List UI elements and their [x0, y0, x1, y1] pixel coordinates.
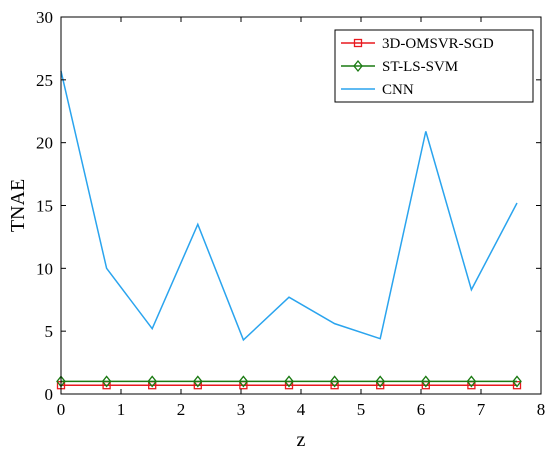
x-tick-label: 0 [57, 400, 66, 419]
y-tick-label: 15 [36, 197, 53, 216]
x-axis-label: z [297, 429, 306, 451]
data-point-diamond [284, 375, 294, 388]
y-tick-label: 25 [36, 71, 53, 90]
legend-label: ST-LS-SVM [382, 59, 458, 75]
legend-label: CNN [382, 82, 414, 98]
x-tick-label: 1 [117, 400, 126, 419]
legend-marker-diamond [353, 59, 363, 73]
x-tick-label: 5 [357, 400, 366, 419]
data-point-diamond [375, 375, 386, 388]
x-tick-label: 4 [297, 400, 306, 419]
y-tick-label: 30 [36, 8, 53, 27]
x-tick-label: 6 [417, 400, 426, 419]
x-tick-label: 3 [237, 400, 246, 419]
data-point-diamond [466, 375, 477, 388]
x-tick-label: 8 [537, 400, 546, 419]
legend: 3D-OMSVR-SGD ST-LS-SVM CNN [334, 29, 534, 103]
series-cnn [60, 70, 518, 342]
series-line-cnn [60, 70, 518, 342]
legend-label: 3D-OMSVR-SGD [382, 36, 494, 52]
legend-marker-square [353, 38, 363, 48]
data-point-diamond [192, 375, 203, 388]
series-3d-omsvr-sgd [56, 381, 522, 390]
y-tick-label: 20 [36, 134, 53, 153]
data-point-diamond [147, 375, 158, 388]
data-point-diamond [329, 375, 340, 388]
data-point-diamond [238, 375, 249, 388]
y-axis-label: TNAE [7, 179, 29, 232]
legend-entry-3d-omsvr-sgd: 3D-OMSVR-SGD [341, 36, 494, 52]
x-tick-label: 2 [177, 400, 186, 419]
axis-ticks: 0 1 2 3 4 5 6 7 8 0 5 10 15 20 25 30 [36, 8, 545, 419]
y-tick-label: 10 [36, 259, 53, 278]
legend-entry-st-ls-svm: ST-LS-SVM [341, 59, 458, 75]
y-tick-label: 5 [45, 322, 54, 341]
data-point-diamond [512, 375, 522, 388]
series-st-ls-svm [56, 375, 522, 388]
data-point-diamond [101, 375, 112, 388]
plot-marks [56, 70, 522, 390]
legend-entry-cnn: CNN [341, 82, 414, 98]
x-tick-label: 7 [477, 400, 486, 419]
data-point-diamond [420, 375, 431, 388]
y-tick-label: 0 [45, 385, 54, 404]
